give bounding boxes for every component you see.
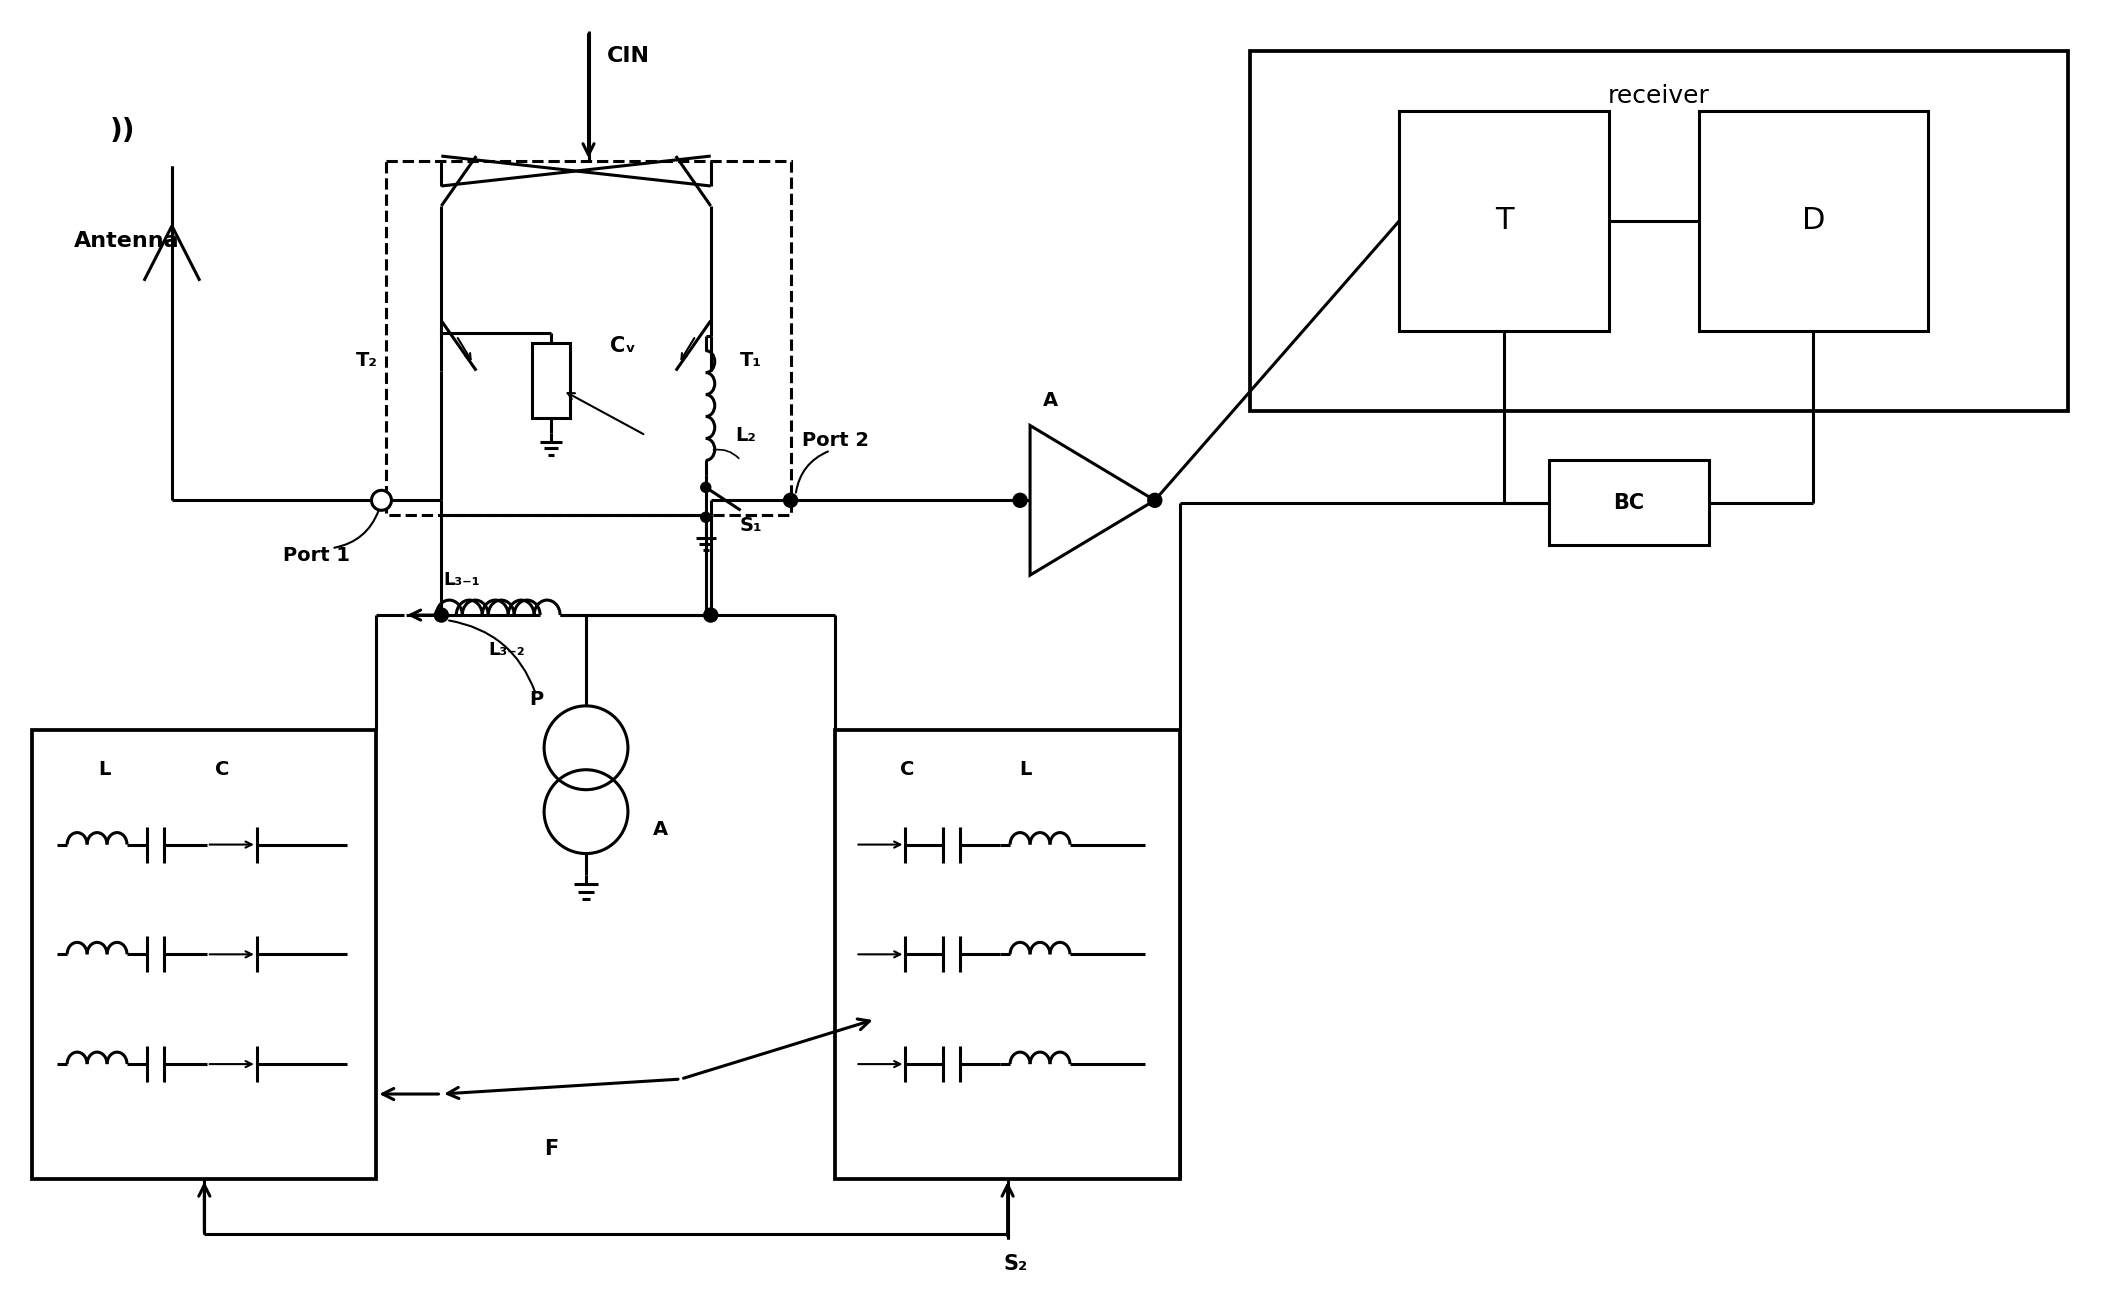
Bar xyxy=(1399,111,1609,331)
Text: A: A xyxy=(1042,391,1058,410)
Text: )): )) xyxy=(110,118,135,145)
Bar xyxy=(32,730,377,1178)
Circle shape xyxy=(434,609,449,621)
Text: S₂: S₂ xyxy=(1003,1253,1027,1274)
Text: T: T xyxy=(1495,207,1514,235)
Text: Cᵥ: Cᵥ xyxy=(610,336,635,355)
Text: T₂: T₂ xyxy=(356,351,377,370)
Text: S₁: S₁ xyxy=(739,516,762,535)
Bar xyxy=(387,162,790,516)
Text: D: D xyxy=(1802,207,1825,235)
Text: C: C xyxy=(900,760,915,779)
Text: L: L xyxy=(97,760,110,779)
Text: CIN: CIN xyxy=(608,47,650,66)
Bar xyxy=(1550,460,1708,545)
Text: T₁: T₁ xyxy=(739,351,762,370)
Circle shape xyxy=(370,491,392,510)
Text: L₂: L₂ xyxy=(735,426,756,444)
Circle shape xyxy=(701,513,711,522)
Circle shape xyxy=(703,609,718,621)
Text: A: A xyxy=(654,820,669,839)
Text: Port 1: Port 1 xyxy=(284,545,349,565)
Text: L₃₋₁: L₃₋₁ xyxy=(442,571,481,589)
Text: Port 2: Port 2 xyxy=(802,432,868,450)
Circle shape xyxy=(701,482,711,492)
Text: L₃₋₂: L₃₋₂ xyxy=(487,641,525,659)
Text: receiver: receiver xyxy=(1607,84,1711,109)
Bar xyxy=(531,344,569,419)
Circle shape xyxy=(1014,494,1027,508)
Circle shape xyxy=(1147,494,1162,508)
Text: C: C xyxy=(214,760,229,779)
Bar xyxy=(1698,111,1929,331)
Text: L: L xyxy=(1018,760,1031,779)
Bar xyxy=(1249,52,2068,411)
Text: BC: BC xyxy=(1613,492,1645,513)
Text: F: F xyxy=(544,1140,559,1159)
Text: P: P xyxy=(529,690,544,709)
Text: Antenna: Antenna xyxy=(74,231,180,251)
Circle shape xyxy=(783,494,798,508)
Bar xyxy=(836,730,1179,1178)
